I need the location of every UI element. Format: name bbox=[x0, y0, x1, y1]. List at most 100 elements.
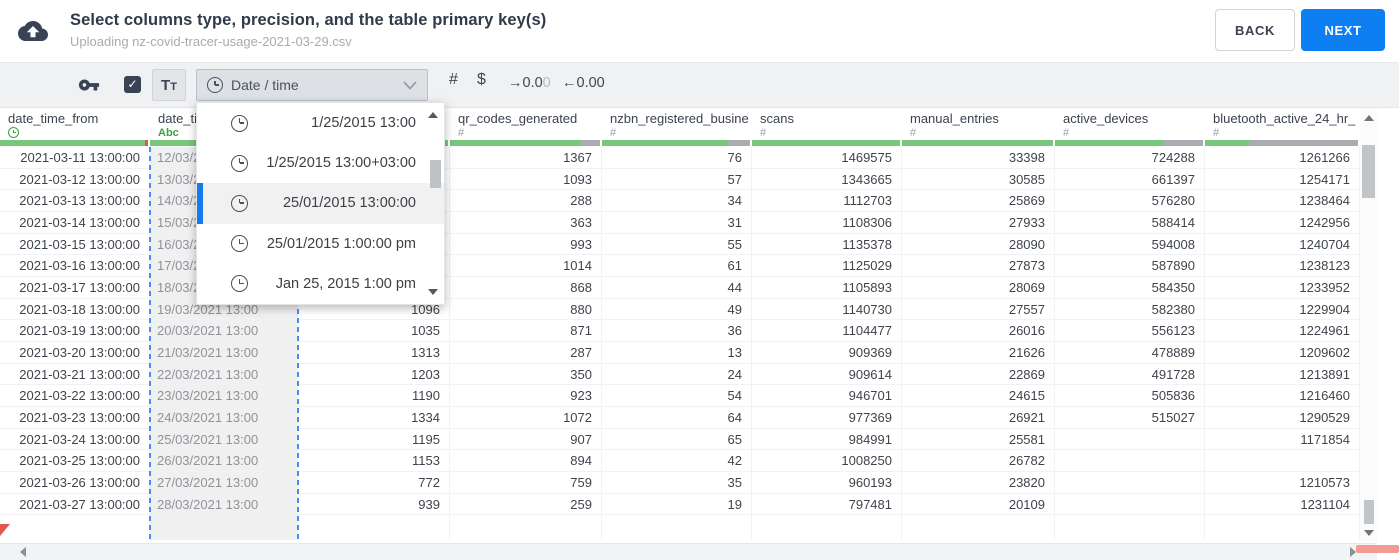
cell[interactable]: 1203 bbox=[298, 363, 450, 386]
cell[interactable]: 1195 bbox=[298, 428, 450, 451]
cell[interactable]: 20109 bbox=[902, 493, 1055, 516]
cell[interactable]: 759 bbox=[450, 472, 602, 494]
cell[interactable]: 939 bbox=[298, 493, 450, 516]
dropdown-scroll-down-icon[interactable] bbox=[428, 289, 438, 295]
include-column-checkbox[interactable]: ✓ bbox=[124, 76, 141, 93]
cell[interactable]: 1231104 bbox=[1205, 493, 1360, 516]
cell[interactable]: 515027 bbox=[1055, 407, 1205, 429]
cell[interactable]: 1261266 bbox=[1205, 147, 1360, 169]
cell[interactable]: 1224961 bbox=[1205, 320, 1360, 343]
horizontal-scrollbar[interactable] bbox=[0, 543, 1377, 560]
cell[interactable]: 21626 bbox=[902, 342, 1055, 364]
column-header-manual_entries[interactable]: manual_entries # bbox=[902, 108, 1055, 140]
cell[interactable]: 505836 bbox=[1055, 385, 1205, 408]
text-type-button[interactable]: Tt bbox=[152, 69, 186, 101]
cell[interactable]: 363 bbox=[450, 212, 602, 234]
cell[interactable]: 2021-03-23 13:00:00 bbox=[0, 407, 150, 429]
cell[interactable]: 2021-03-27 13:00:00 bbox=[0, 493, 150, 516]
cell[interactable]: 584350 bbox=[1055, 277, 1205, 299]
cell[interactable]: 984991 bbox=[752, 428, 902, 451]
cell[interactable]: 28/03/2021 13:00 bbox=[150, 493, 298, 516]
cell[interactable]: 1210573 bbox=[1205, 472, 1360, 494]
cell[interactable]: 2021-03-14 13:00:00 bbox=[0, 212, 150, 234]
dropdown-item[interactable]: 25/01/2015 13:00:00 bbox=[197, 183, 444, 224]
cell[interactable]: 1105893 bbox=[752, 277, 902, 299]
cell[interactable]: 2021-03-25 13:00:00 bbox=[0, 450, 150, 473]
cell[interactable]: 259 bbox=[450, 493, 602, 516]
cell[interactable]: 24/03/2021 13:00 bbox=[150, 407, 298, 429]
cell[interactable]: 61 bbox=[602, 255, 752, 278]
cell[interactable] bbox=[298, 515, 450, 541]
cell[interactable]: 1343665 bbox=[752, 168, 902, 191]
cell[interactable] bbox=[150, 515, 298, 541]
cell[interactable]: 478889 bbox=[1055, 342, 1205, 364]
cell[interactable]: 26782 bbox=[902, 450, 1055, 473]
cell[interactable]: 576280 bbox=[1055, 190, 1205, 213]
cell[interactable]: 26016 bbox=[902, 320, 1055, 343]
cell[interactable]: 25/03/2021 13:00 bbox=[150, 428, 298, 451]
cell[interactable]: 1140730 bbox=[752, 298, 902, 321]
cell[interactable] bbox=[1055, 472, 1205, 494]
cell[interactable]: 1035 bbox=[298, 320, 450, 343]
cell[interactable]: 1334 bbox=[298, 407, 450, 429]
cell[interactable]: 1125029 bbox=[752, 255, 902, 278]
cell[interactable]: 1108306 bbox=[752, 212, 902, 234]
cell[interactable]: 28090 bbox=[902, 233, 1055, 256]
scroll-left-icon[interactable] bbox=[20, 547, 26, 557]
dropdown-item[interactable]: 25/01/2015 1:00:00 pm bbox=[197, 224, 444, 264]
cell[interactable]: 894 bbox=[450, 450, 602, 473]
cell[interactable]: 2021-03-17 13:00:00 bbox=[0, 277, 150, 299]
cell[interactable]: 1240704 bbox=[1205, 233, 1360, 256]
cell[interactable]: 1367 bbox=[450, 147, 602, 169]
cell[interactable] bbox=[902, 515, 1055, 541]
cell[interactable]: 1313 bbox=[298, 342, 450, 364]
cell[interactable]: 1469575 bbox=[752, 147, 902, 169]
cell[interactable]: 1072 bbox=[450, 407, 602, 429]
cell[interactable]: 2021-03-16 13:00:00 bbox=[0, 255, 150, 278]
column-header-bluetooth_active_24_hr_[interactable]: bluetooth_active_24_hr_ # bbox=[1205, 108, 1360, 140]
cell[interactable]: 54 bbox=[602, 385, 752, 408]
cell[interactable]: 2021-03-15 13:00:00 bbox=[0, 233, 150, 256]
cell[interactable]: 1290529 bbox=[1205, 407, 1360, 429]
cell[interactable]: 2021-03-18 13:00:00 bbox=[0, 298, 150, 321]
cell[interactable]: 582380 bbox=[1055, 298, 1205, 321]
cell[interactable]: 797481 bbox=[752, 493, 902, 516]
cell[interactable]: 20/03/2021 13:00 bbox=[150, 320, 298, 343]
cell[interactable] bbox=[1205, 450, 1360, 473]
cell[interactable]: 25581 bbox=[902, 428, 1055, 451]
cell[interactable]: 33398 bbox=[902, 147, 1055, 169]
cell[interactable]: 923 bbox=[450, 385, 602, 408]
cell[interactable]: 42 bbox=[602, 450, 752, 473]
decrease-decimal-button[interactable]: ←0.00 bbox=[562, 75, 605, 91]
dropdown-scroll-up-icon[interactable] bbox=[428, 112, 438, 118]
cell[interactable] bbox=[0, 515, 150, 541]
cell[interactable]: 64 bbox=[602, 407, 752, 429]
cell[interactable]: 2021-03-21 13:00:00 bbox=[0, 363, 150, 386]
cell[interactable]: 1008250 bbox=[752, 450, 902, 473]
cell[interactable]: 57 bbox=[602, 168, 752, 191]
cell[interactable]: 1190 bbox=[298, 385, 450, 408]
cell[interactable]: 909614 bbox=[752, 363, 902, 386]
cell[interactable]: 13 bbox=[602, 342, 752, 364]
cell[interactable]: 977369 bbox=[752, 407, 902, 429]
cell[interactable]: 2021-03-24 13:00:00 bbox=[0, 428, 150, 451]
cell[interactable]: 350 bbox=[450, 363, 602, 386]
cell[interactable]: 23/03/2021 13:00 bbox=[150, 385, 298, 408]
cell[interactable]: 24615 bbox=[902, 385, 1055, 408]
cell[interactable]: 288 bbox=[450, 190, 602, 213]
cell[interactable]: 1135378 bbox=[752, 233, 902, 256]
column-header-qr_codes_generated[interactable]: qr_codes_generated # bbox=[450, 108, 602, 140]
cell[interactable]: 1233952 bbox=[1205, 277, 1360, 299]
column-header-nzbn_registered_busine[interactable]: nzbn_registered_busine # bbox=[602, 108, 752, 140]
cell[interactable]: 1242956 bbox=[1205, 212, 1360, 234]
dropdown-item[interactable]: Jan 25, 2015 1:00 pm bbox=[197, 264, 444, 304]
cell[interactable]: 588414 bbox=[1055, 212, 1205, 234]
vertical-scrollbar[interactable] bbox=[1360, 108, 1377, 541]
scroll-down-icon[interactable] bbox=[1364, 530, 1374, 536]
cell[interactable]: 22869 bbox=[902, 363, 1055, 386]
cell[interactable]: 772 bbox=[298, 472, 450, 494]
column-header-date_time_from[interactable]: date_time_from bbox=[0, 108, 150, 140]
dropdown-item[interactable]: 1/25/2015 13:00+03:00 bbox=[197, 143, 444, 183]
cell[interactable]: 1254171 bbox=[1205, 168, 1360, 191]
cell[interactable]: 27933 bbox=[902, 212, 1055, 234]
